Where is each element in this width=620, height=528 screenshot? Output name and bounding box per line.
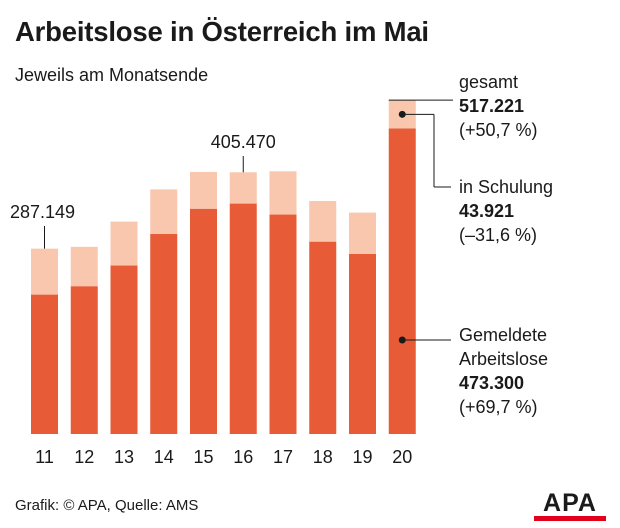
legend-training-change: (–31,6 %) bbox=[459, 225, 537, 245]
legend-training-value: 43.921 bbox=[459, 201, 514, 221]
bar-training-14 bbox=[150, 189, 178, 234]
x-tick-label-14: 14 bbox=[154, 447, 174, 467]
legend-total-change: (+50,7 %) bbox=[459, 120, 538, 140]
source-credit: Grafik: © APA, Quelle: AMS bbox=[15, 497, 199, 514]
legend-training-label: in Schulung bbox=[459, 177, 553, 197]
legend-registered-change: (+69,7 %) bbox=[459, 397, 538, 417]
legend-total-value: 517.221 bbox=[459, 96, 524, 116]
bar-training-12 bbox=[70, 246, 98, 287]
bar-registered-16 bbox=[229, 203, 257, 434]
legend-marker-registered bbox=[398, 336, 406, 344]
x-tick-label-15: 15 bbox=[193, 447, 213, 467]
bar-training-18 bbox=[309, 200, 337, 242]
bar-registered-13 bbox=[110, 265, 138, 434]
x-tick-label-16: 16 bbox=[233, 447, 253, 467]
legend-total-label: gesamt bbox=[459, 72, 518, 92]
legend-registered-label-1: Gemeldete bbox=[459, 325, 547, 345]
chart-title: Arbeitslose in Österreich im Mai bbox=[15, 16, 429, 47]
legend-marker-training bbox=[398, 110, 406, 118]
legend-registered-value: 473.300 bbox=[459, 373, 524, 393]
bar-registered-17 bbox=[269, 214, 297, 434]
bar-registered-15 bbox=[190, 208, 217, 434]
x-tick-label-12: 12 bbox=[74, 447, 94, 467]
bar-registered-18 bbox=[309, 241, 337, 434]
x-tick-label-17: 17 bbox=[273, 447, 293, 467]
bar-training-13 bbox=[110, 221, 138, 266]
bar-registered-11 bbox=[31, 294, 58, 434]
bar-training-16 bbox=[229, 172, 257, 204]
x-tick-label-11: 11 bbox=[35, 447, 54, 467]
bar-training-17 bbox=[269, 171, 297, 215]
bar-registered-12 bbox=[70, 286, 98, 434]
bar-registered-20 bbox=[388, 128, 416, 435]
legend-registered-label-2: Arbeitslose bbox=[459, 349, 548, 369]
x-tick-label-18: 18 bbox=[313, 447, 333, 467]
x-tick-label-13: 13 bbox=[114, 447, 134, 467]
bar-registered-14 bbox=[150, 233, 178, 434]
chart-subtitle: Jeweils am Monatsende bbox=[15, 65, 209, 85]
apa-logo-text: APA bbox=[543, 489, 597, 517]
apa-logo-shape bbox=[534, 516, 606, 521]
value-label-16: 405.470 bbox=[211, 132, 276, 152]
bar-training-11 bbox=[31, 248, 58, 295]
bar-registered-19 bbox=[349, 253, 376, 434]
bar-training-15 bbox=[190, 171, 217, 209]
stacked-bar-chart: 11 12 13 14 15 16 17 18 19 20 287.149 405.470 gesamt… bbox=[10, 72, 553, 467]
x-tick-label-20: 20 bbox=[392, 447, 412, 467]
value-label-11: 287.149 bbox=[10, 202, 75, 222]
bar-training-19 bbox=[349, 212, 376, 254]
apa-logo: APA bbox=[534, 488, 606, 522]
x-tick-label-19: 19 bbox=[352, 447, 372, 467]
